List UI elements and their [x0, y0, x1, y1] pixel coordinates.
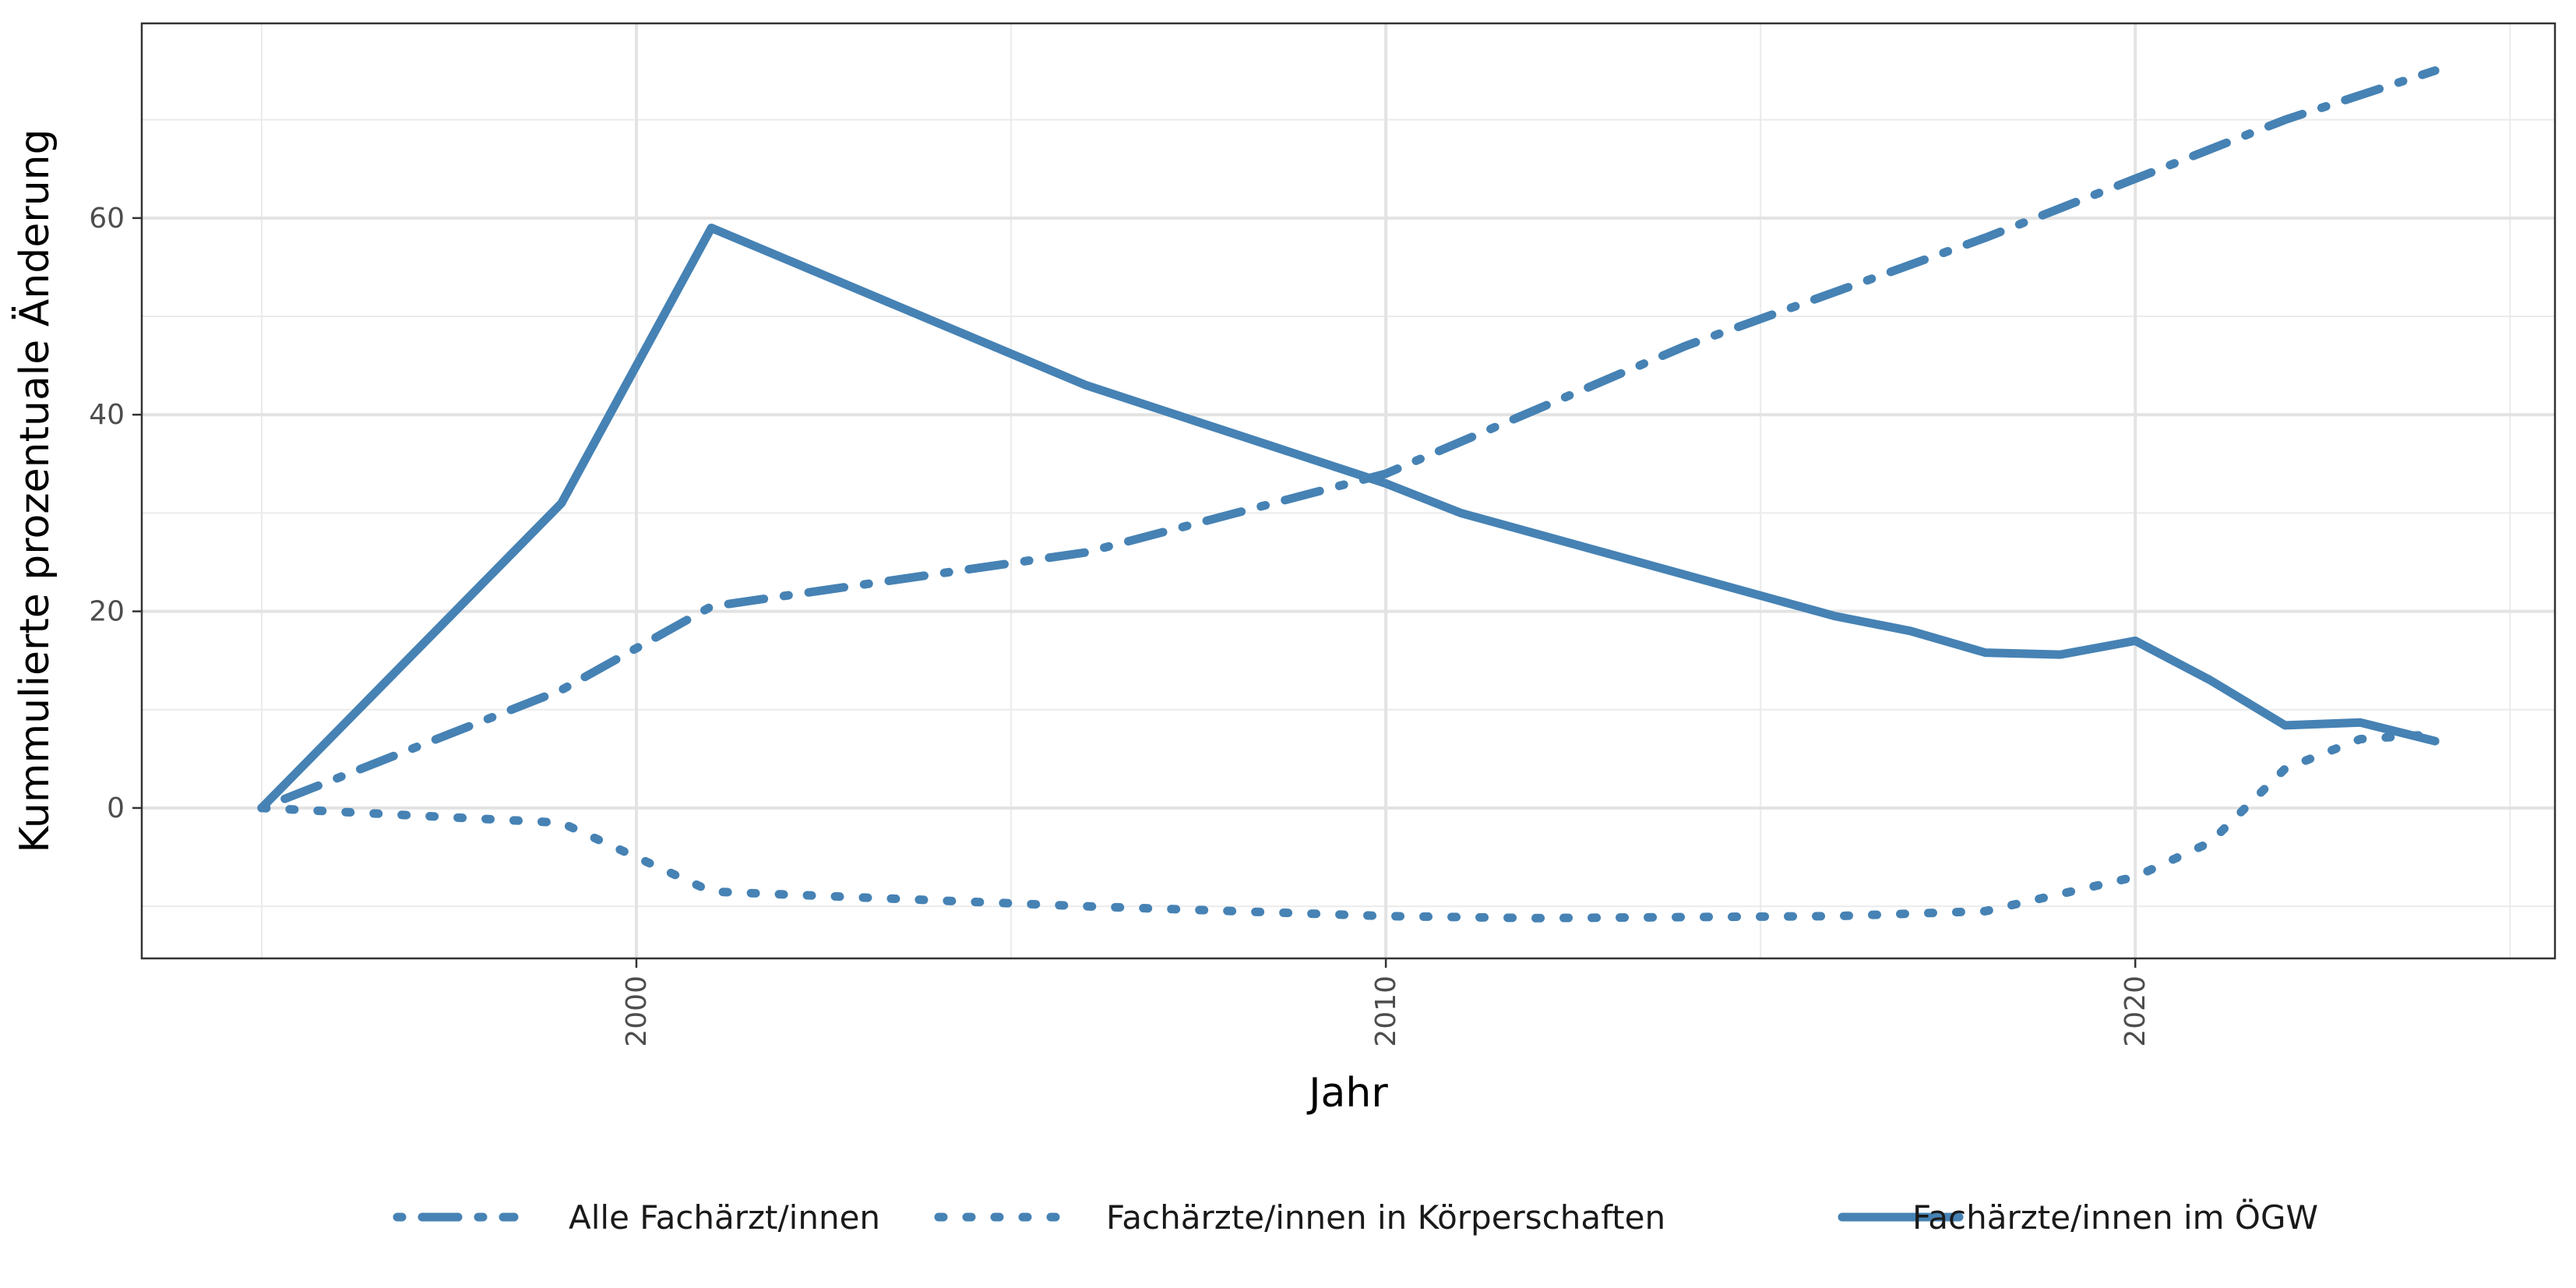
minor-gridlines [142, 23, 2555, 958]
y-tick-label: 60 [89, 203, 125, 235]
x-tick-label: 2010 [1370, 976, 1402, 1047]
x-axis-ticks: 2000 2010 2020 [621, 958, 2151, 1047]
y-tick-label: 0 [107, 792, 125, 824]
legend-label-3: Fachärzte/innen im ÖGW [1912, 1198, 2318, 1237]
series-line-3 [257, 224, 2440, 813]
y-tick-label: 20 [89, 596, 125, 628]
legend-label-1: Alle Fachärzt/innen [569, 1198, 880, 1237]
x-tick-label: 2020 [2120, 976, 2151, 1047]
series-lines [257, 66, 2440, 923]
legend: Alle Fachärzt/innen Fachärzte/innen in Kö… [393, 1198, 2318, 1237]
y-axis-ticks: 0 20 40 60 [89, 203, 142, 824]
plot-panel-border [140, 22, 2557, 960]
series-line-2 [257, 729, 2440, 923]
x-tick-label: 2000 [621, 976, 653, 1047]
y-axis-title: Kummulierte prozentuale Änderung [11, 129, 58, 852]
y-tick-label: 40 [89, 399, 125, 431]
legend-label-2: Fachärzte/innen in Körperschaften [1106, 1198, 1665, 1237]
x-axis-title: Jahr [1306, 1070, 1388, 1117]
series-line-1 [257, 66, 2440, 813]
